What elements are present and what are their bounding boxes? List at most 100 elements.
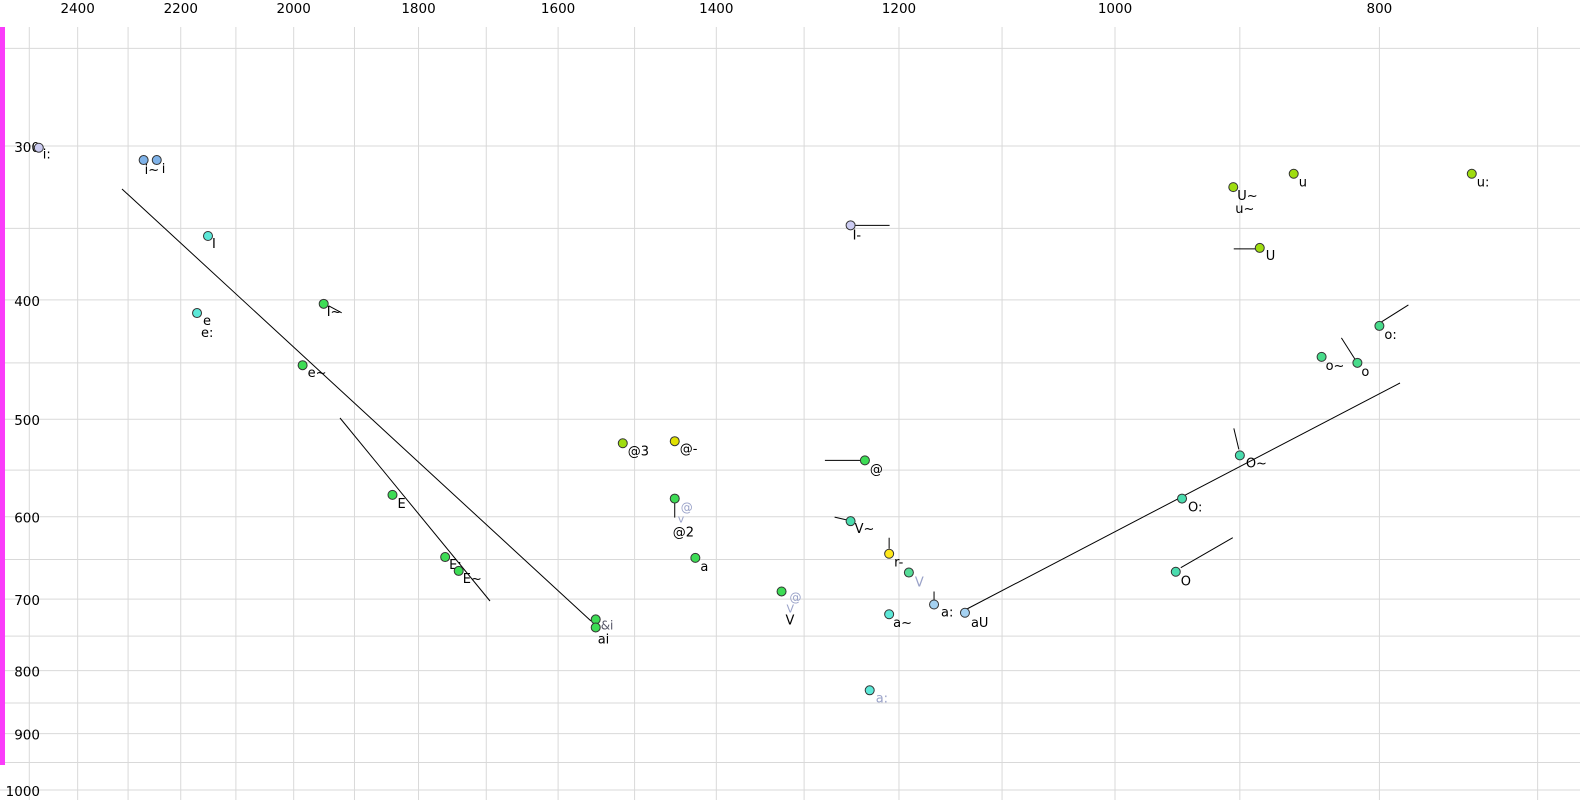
vowel-point-a: xyxy=(929,599,940,610)
vowel-point-U~ xyxy=(1228,182,1239,193)
vowel-point-U xyxy=(1254,242,1265,253)
vowel-point-a xyxy=(690,552,701,563)
vowel-label: &i xyxy=(601,618,614,632)
vowel-point-u xyxy=(1288,168,1299,179)
vowel-label: I~ xyxy=(327,305,342,320)
vowel-point-e xyxy=(192,308,203,319)
vowel-label: o: xyxy=(1384,328,1396,343)
vowel-label: I xyxy=(212,237,216,252)
point-tail-line xyxy=(1340,337,1356,361)
vowel-label: u~ xyxy=(1235,202,1254,217)
vowel-label: v xyxy=(678,513,685,526)
y-tick-label: 700 xyxy=(14,593,40,609)
x-tick-label: 2200 xyxy=(164,1,198,17)
y-tick-label: 600 xyxy=(14,511,40,527)
vowel-point-V2 xyxy=(903,567,914,578)
x-tick-label: 1400 xyxy=(699,1,733,17)
point-tail-line xyxy=(1233,428,1240,450)
vowel-point-I- xyxy=(845,220,856,231)
vowel-label: i xyxy=(162,162,166,177)
vowel-point-o: xyxy=(1374,320,1385,331)
y-tick-label: 400 xyxy=(14,294,40,310)
vowel-point-O xyxy=(1170,566,1181,577)
vowel-point-E: xyxy=(440,552,451,563)
vowel-label: a: xyxy=(876,691,888,706)
vowel-point-i: xyxy=(33,142,44,153)
vowel-label: i: xyxy=(43,148,51,163)
point-tail-line xyxy=(1381,304,1409,323)
vowel-point-O: xyxy=(1177,493,1188,504)
vowel-label: a~ xyxy=(893,616,912,631)
vowel-point-E~ xyxy=(453,565,464,576)
vowel-label: U xyxy=(1266,249,1276,264)
vowel-point-@3 xyxy=(617,438,628,449)
vowel-point-e~ xyxy=(297,360,308,371)
y-tick-label: 300 xyxy=(14,140,40,156)
vowel-label: @ xyxy=(790,590,802,604)
vowel-point-ai xyxy=(590,622,601,633)
vowel-point-a~ xyxy=(884,609,895,620)
vowel-label: u: xyxy=(1477,176,1490,191)
vowel-point-E xyxy=(387,489,398,500)
left-edge-marker xyxy=(0,27,5,765)
x-tick-label: 800 xyxy=(1367,1,1393,17)
point-tail-line xyxy=(1180,537,1234,569)
vowel-point-I xyxy=(202,230,213,241)
y-tick-label: 800 xyxy=(14,665,40,681)
vowel-point-a:2 xyxy=(864,685,875,696)
vowel-label: r- xyxy=(894,556,904,571)
vowel-label: @- xyxy=(680,442,698,457)
vowel-label: O xyxy=(1181,575,1191,590)
vowel-label: a: xyxy=(941,605,953,620)
x-tick-label: 1000 xyxy=(1098,1,1132,17)
vowel-point-O~ xyxy=(1234,450,1245,461)
x-tick-label: 1600 xyxy=(541,1,575,17)
vowel-label: I- xyxy=(853,228,862,243)
vowel-label: V~ xyxy=(855,522,875,537)
vowel-point-@- xyxy=(669,436,680,447)
vowel-point-I~ xyxy=(318,298,329,309)
vowel-label: u xyxy=(1299,176,1307,191)
vowel-point-@ xyxy=(859,455,870,466)
vowel-label: i~ xyxy=(145,163,160,178)
vowel-point-i xyxy=(151,155,162,166)
vowel-point-r- xyxy=(884,548,895,559)
vowel-label: a xyxy=(700,560,708,575)
vowel-label: O: xyxy=(1188,501,1202,516)
vowel-label: @ xyxy=(870,462,883,477)
vowel-point-o~ xyxy=(1316,351,1327,362)
vowel-label: o~ xyxy=(1326,359,1345,374)
vowel-label: e: xyxy=(201,326,213,341)
vowel-label: U~ xyxy=(1237,189,1257,204)
point-tail-line xyxy=(834,516,848,521)
vowel-label: E xyxy=(397,497,405,512)
vowel-label: E~ xyxy=(463,572,482,587)
x-tick-label: 2400 xyxy=(60,1,94,17)
y-tick-label: 900 xyxy=(14,728,40,744)
vowel-point-u: xyxy=(1466,168,1477,179)
vowel-label: @ xyxy=(681,501,693,515)
vowel-label: @2 xyxy=(673,526,694,541)
y-tick-label: 500 xyxy=(14,413,40,429)
vowel-label: @3 xyxy=(628,444,649,459)
x-tick-label: 1200 xyxy=(882,1,916,17)
y-tick-label: 1000 xyxy=(6,784,40,800)
vowel-point-V xyxy=(776,586,787,597)
vowel-point-i~ xyxy=(138,155,149,166)
vowel-label: o xyxy=(1361,365,1369,380)
vowel-label: e~ xyxy=(308,366,327,381)
vowel-point-aU xyxy=(959,607,970,618)
trajectory-line xyxy=(339,417,491,602)
vowel-point-@2 xyxy=(669,493,680,504)
vowel-label: ai xyxy=(598,632,610,647)
trajectory-line xyxy=(121,188,592,622)
vowel-label: aU xyxy=(971,616,988,631)
point-tail-line xyxy=(328,305,342,314)
vowel-label: V xyxy=(787,602,795,615)
vowel-point-o xyxy=(1352,357,1363,368)
vowel-label: V xyxy=(915,576,924,591)
x-tick-label: 1800 xyxy=(401,1,435,17)
